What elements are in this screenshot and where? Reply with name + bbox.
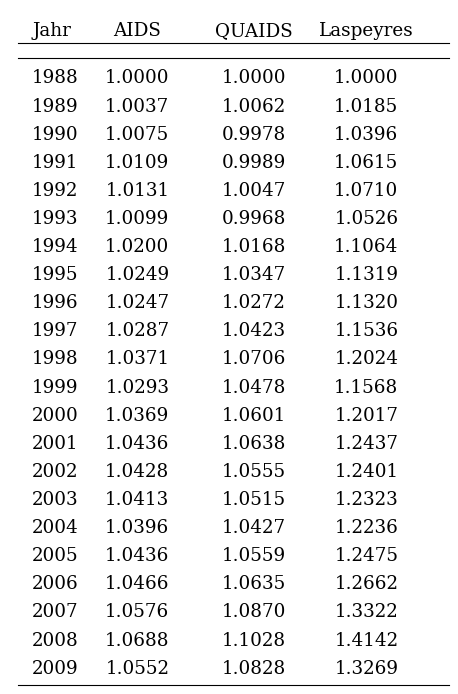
Text: 1.0427: 1.0427 — [222, 519, 286, 537]
Text: 1.0559: 1.0559 — [222, 547, 286, 565]
Text: 0.9978: 0.9978 — [222, 126, 286, 144]
Text: 1.0526: 1.0526 — [334, 210, 398, 228]
Text: 2003: 2003 — [32, 491, 79, 509]
Text: 1.3322: 1.3322 — [334, 604, 398, 621]
Text: 1993: 1993 — [32, 210, 79, 228]
Text: 1.0515: 1.0515 — [222, 491, 286, 509]
Text: 1.0047: 1.0047 — [222, 182, 286, 200]
Text: 1.2662: 1.2662 — [334, 575, 398, 593]
Text: Jahr: Jahr — [32, 22, 71, 40]
Text: 1995: 1995 — [32, 266, 79, 284]
Text: 1.0396: 1.0396 — [334, 126, 398, 144]
Text: Laspeyres: Laspeyres — [319, 22, 414, 40]
Text: 1.3269: 1.3269 — [334, 659, 398, 677]
Text: 1997: 1997 — [32, 322, 79, 340]
Text: 1992: 1992 — [32, 182, 78, 200]
Text: QUAIDS: QUAIDS — [215, 22, 293, 40]
Text: 1.2323: 1.2323 — [334, 491, 398, 509]
Text: 1.1320: 1.1320 — [334, 294, 398, 312]
Text: 2007: 2007 — [32, 604, 79, 621]
Text: 1.0000: 1.0000 — [222, 69, 286, 87]
Text: 1.0423: 1.0423 — [222, 322, 286, 340]
Text: 1.0000: 1.0000 — [105, 69, 169, 87]
Text: 1.0828: 1.0828 — [222, 659, 286, 677]
Text: 1.0293: 1.0293 — [105, 379, 169, 396]
Text: 1999: 1999 — [32, 379, 79, 396]
Text: 1.0555: 1.0555 — [222, 463, 286, 481]
Text: 2006: 2006 — [32, 575, 79, 593]
Text: 1.0000: 1.0000 — [334, 69, 398, 87]
Text: 1998: 1998 — [32, 350, 79, 369]
Text: 1.2024: 1.2024 — [334, 350, 398, 369]
Text: 1.0552: 1.0552 — [105, 659, 169, 677]
Text: 1.0272: 1.0272 — [222, 294, 286, 312]
Text: 1.2236: 1.2236 — [334, 519, 398, 537]
Text: 1991: 1991 — [32, 154, 79, 171]
Text: 1.0436: 1.0436 — [105, 547, 169, 565]
Text: 1.0428: 1.0428 — [105, 463, 169, 481]
Text: 1.0369: 1.0369 — [105, 407, 169, 425]
Text: 2008: 2008 — [32, 632, 79, 650]
Text: 1.1568: 1.1568 — [334, 379, 398, 396]
Text: 1.0287: 1.0287 — [105, 322, 169, 340]
Text: 1.0131: 1.0131 — [105, 182, 169, 200]
Text: 2001: 2001 — [32, 434, 79, 452]
Text: 1.0062: 1.0062 — [222, 97, 286, 115]
Text: 1990: 1990 — [32, 126, 79, 144]
Text: 1.0436: 1.0436 — [105, 434, 169, 452]
Text: 1.0075: 1.0075 — [105, 126, 169, 144]
Text: 1.0099: 1.0099 — [105, 210, 169, 228]
Text: 1.0396: 1.0396 — [105, 519, 169, 537]
Text: 1.4142: 1.4142 — [334, 632, 398, 650]
Text: 1.1064: 1.1064 — [334, 238, 398, 256]
Text: 1.0168: 1.0168 — [222, 238, 286, 256]
Text: 1.0371: 1.0371 — [105, 350, 169, 369]
Text: 1989: 1989 — [32, 97, 79, 115]
Text: 1.2437: 1.2437 — [334, 434, 398, 452]
Text: AIDS: AIDS — [114, 22, 161, 40]
Text: 1.0347: 1.0347 — [222, 266, 286, 284]
Text: 1.0638: 1.0638 — [222, 434, 286, 452]
Text: 1.2017: 1.2017 — [334, 407, 398, 425]
Text: 2004: 2004 — [32, 519, 79, 537]
Text: 1.2401: 1.2401 — [334, 463, 398, 481]
Text: 2002: 2002 — [32, 463, 79, 481]
Text: 1.0478: 1.0478 — [222, 379, 286, 396]
Text: 2009: 2009 — [32, 659, 79, 677]
Text: 1.0413: 1.0413 — [105, 491, 169, 509]
Text: 1.0037: 1.0037 — [105, 97, 169, 115]
Text: 1.1028: 1.1028 — [222, 632, 286, 650]
Text: 1.2475: 1.2475 — [334, 547, 398, 565]
Text: 1.0247: 1.0247 — [105, 294, 169, 312]
Text: 0.9989: 0.9989 — [222, 154, 286, 171]
Text: 1.0870: 1.0870 — [222, 604, 286, 621]
Text: 1.1319: 1.1319 — [334, 266, 398, 284]
Text: 1.0249: 1.0249 — [105, 266, 169, 284]
Text: 1994: 1994 — [32, 238, 79, 256]
Text: 1996: 1996 — [32, 294, 79, 312]
Text: 1.0601: 1.0601 — [222, 407, 286, 425]
Text: 1.0688: 1.0688 — [105, 632, 169, 650]
Text: 1.0615: 1.0615 — [334, 154, 398, 171]
Text: 2000: 2000 — [32, 407, 79, 425]
Text: 1.0635: 1.0635 — [222, 575, 286, 593]
Text: 1.0185: 1.0185 — [334, 97, 398, 115]
Text: 0.9968: 0.9968 — [222, 210, 286, 228]
Text: 1.0466: 1.0466 — [105, 575, 169, 593]
Text: 2005: 2005 — [32, 547, 79, 565]
Text: 1.0710: 1.0710 — [334, 182, 398, 200]
Text: 1988: 1988 — [32, 69, 79, 87]
Text: 1.0200: 1.0200 — [105, 238, 169, 256]
Text: 1.0576: 1.0576 — [105, 604, 169, 621]
Text: 1.1536: 1.1536 — [334, 322, 398, 340]
Text: 1.0706: 1.0706 — [222, 350, 286, 369]
Text: 1.0109: 1.0109 — [105, 154, 169, 171]
